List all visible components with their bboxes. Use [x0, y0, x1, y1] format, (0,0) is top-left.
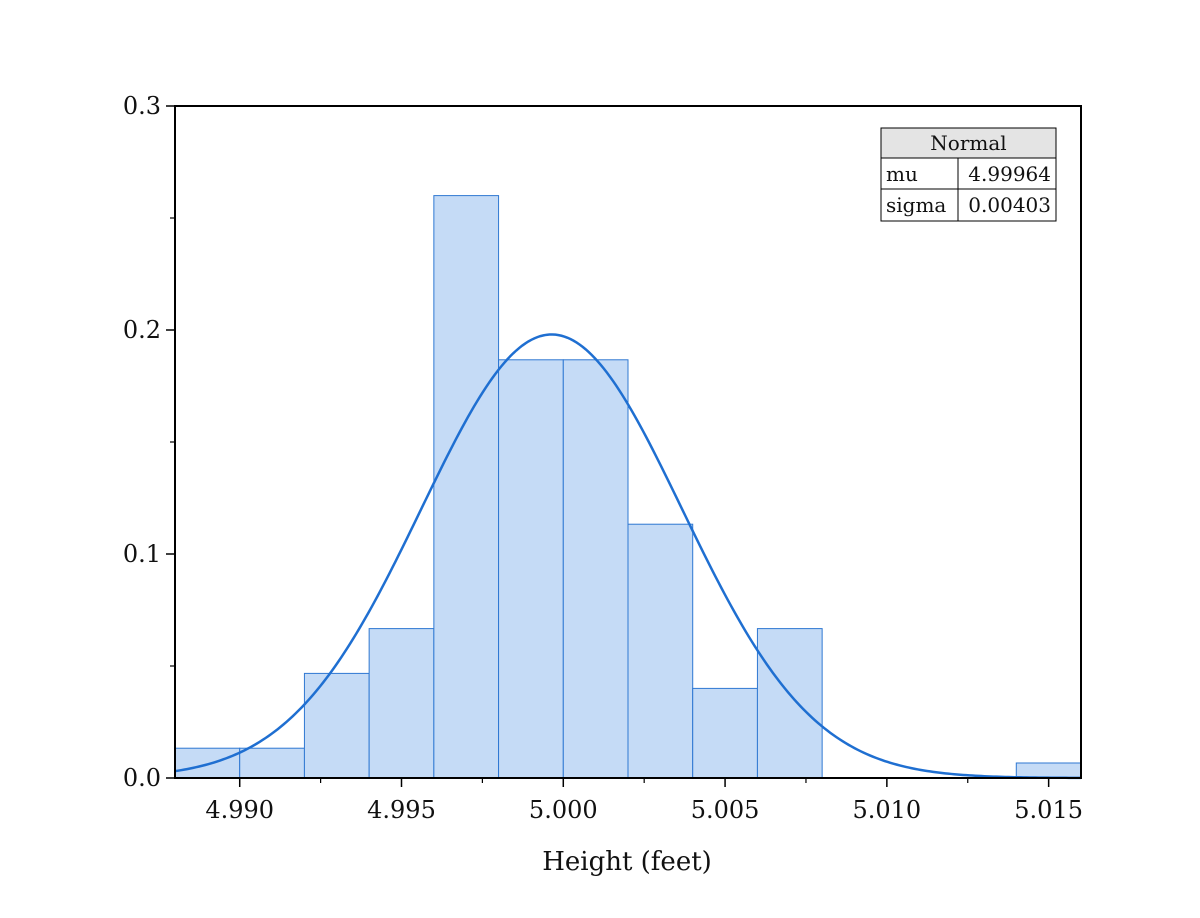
y-tick-label: 0.2 [123, 316, 161, 344]
histogram-bars [174, 195, 1082, 779]
stats-row-sigma-value: 0.00403 [968, 193, 1051, 217]
x-tick-label: 5.000 [529, 796, 598, 824]
stats-table: Normal mu 4.99964 sigma 0.00403 [880, 127, 1057, 222]
x-tick-label: 4.990 [205, 796, 274, 824]
x-tick-label: 5.015 [1014, 796, 1083, 824]
stats-row-mu-value: 4.99964 [968, 162, 1051, 186]
normal-fit-curve [174, 333, 1082, 780]
y-tick-label: 0.1 [123, 540, 161, 568]
histogram-bar-5 [498, 359, 564, 779]
histogram-bar-9 [756, 628, 823, 779]
histogram-bar-6 [562, 359, 629, 779]
x-tick-label: 5.010 [852, 796, 921, 824]
histogram-bar-10 [1015, 762, 1082, 779]
histogram-bar-0 [174, 747, 241, 779]
x-tick-label: 4.995 [367, 796, 436, 824]
x-tick-label: 5.005 [691, 796, 760, 824]
x-axis: 4.990 4.995 5.000 5.005 5.010 5.015 [205, 778, 1083, 824]
stats-row-sigma-label: sigma [886, 193, 946, 217]
y-tick-label: 0.0 [123, 764, 161, 792]
histogram-bar-7 [627, 523, 694, 779]
x-axis-title: Height (feet) [542, 847, 712, 877]
y-tick-label: 0.3 [123, 92, 161, 120]
y-axis: 0.0 0.1 0.2 0.3 [123, 92, 175, 792]
histogram-bar-2 [303, 672, 370, 779]
histogram-bar-8 [692, 687, 758, 779]
histogram-bar-1 [239, 747, 305, 779]
histogram-bar-3 [368, 628, 435, 779]
stats-table-header: Normal [930, 131, 1006, 155]
stats-row-mu-label: mu [886, 162, 918, 186]
histogram-bar-4 [433, 195, 500, 779]
